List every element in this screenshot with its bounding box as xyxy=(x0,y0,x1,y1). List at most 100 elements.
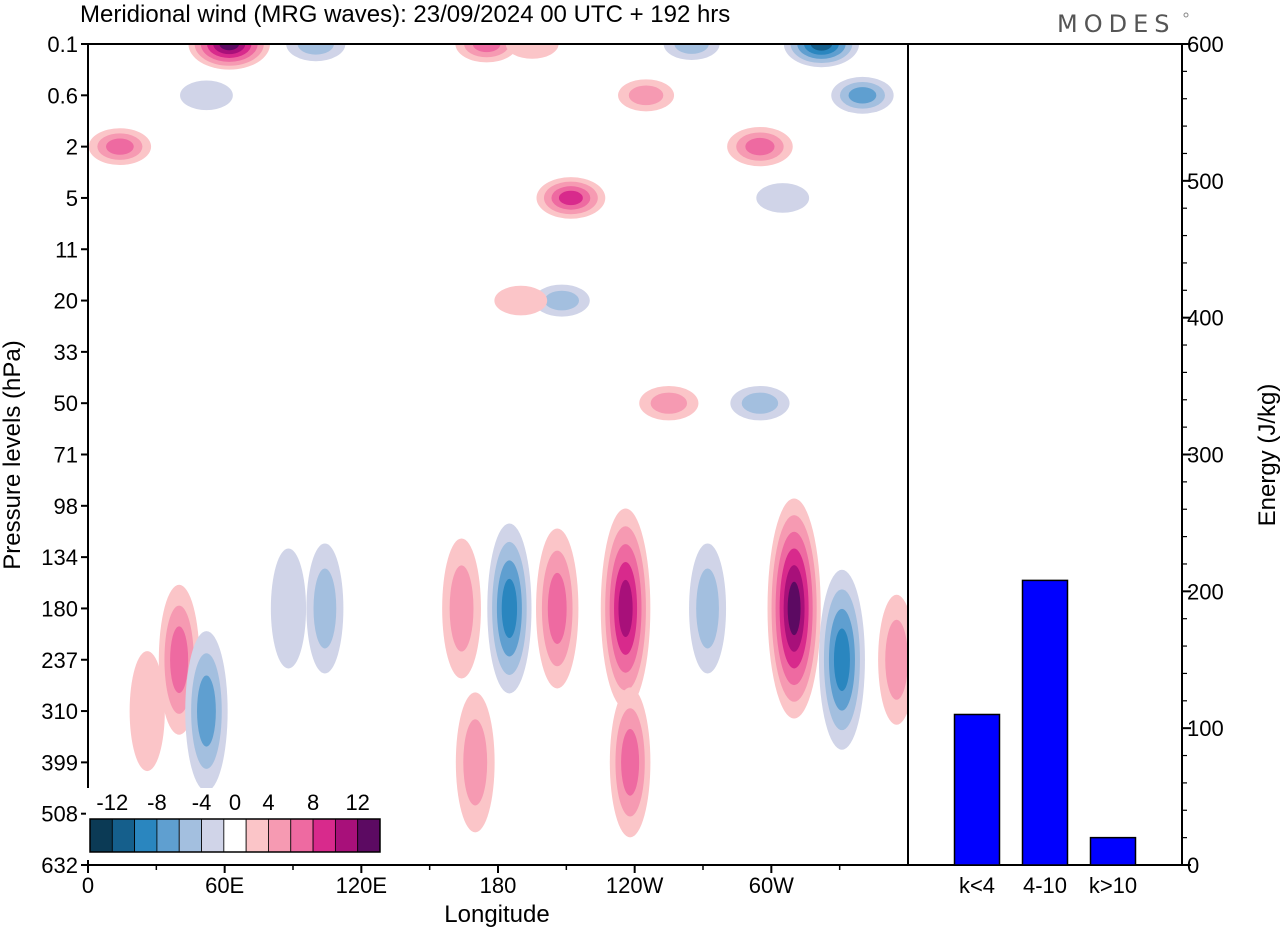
pressure-tick-label: 632 xyxy=(41,853,78,878)
colorbar-label: 4 xyxy=(262,790,274,815)
wind-anomaly-cell xyxy=(727,127,793,167)
longitude-tick-label: 60W xyxy=(749,873,794,898)
pressure-tick-label: 71 xyxy=(54,443,78,468)
contour-band xyxy=(628,85,664,106)
colorbar-legend: -12 -8 -4 0 4 8 12 xyxy=(86,788,384,860)
wind-anomaly-cell xyxy=(487,523,532,694)
colorbar-label: 12 xyxy=(345,790,369,815)
contour-band xyxy=(558,190,583,206)
contour-band xyxy=(696,568,719,649)
wind-contour-field xyxy=(88,44,908,838)
pressure-tick-label: 508 xyxy=(41,802,78,827)
colorbar-swatch xyxy=(312,818,336,853)
energy-bar xyxy=(1021,579,1069,866)
contour-band xyxy=(313,568,337,649)
energy-axis: 0 100 200 300 400 500 600 xyxy=(1182,32,1224,878)
contour-band xyxy=(745,137,775,156)
contour-band xyxy=(650,392,688,414)
energy-axis-label: Energy (J/kg) xyxy=(1254,384,1280,527)
pressure-tick-label: 0.1 xyxy=(47,32,78,57)
colorbar-label: -8 xyxy=(147,790,167,815)
colorbar-swatch xyxy=(134,818,158,853)
colorbar-swatch xyxy=(245,818,269,853)
colorbar-label: -12 xyxy=(96,790,128,815)
colorbar-swatch xyxy=(178,818,202,853)
wind-anomaly-cell xyxy=(639,385,699,421)
wind-anomaly-cell xyxy=(783,44,860,68)
contour-band xyxy=(547,572,567,644)
pressure-tick-label: 2 xyxy=(66,135,78,160)
energy-tick-label: 300 xyxy=(1187,443,1224,468)
longitude-axis-label: Longitude xyxy=(444,901,549,928)
colorbar-swatch xyxy=(156,818,180,853)
energy-bar xyxy=(1089,836,1137,866)
wavenumber-axis: k<4 4-10 k>10 xyxy=(959,873,1137,898)
contour-band xyxy=(621,729,640,796)
wavenumber-label: k>10 xyxy=(1089,873,1137,898)
contour-band xyxy=(463,719,488,806)
longitude-axis: 0 60E 120E 180 120W 60W xyxy=(82,865,841,898)
pressure-tick-label: 399 xyxy=(41,750,78,775)
contour-band xyxy=(494,285,548,316)
pressure-tick-label: 310 xyxy=(41,699,78,724)
colorbar-swatch xyxy=(201,818,225,853)
wind-anomaly-cell xyxy=(618,79,675,112)
pressure-tick-label: 134 xyxy=(41,545,78,570)
pressure-tick-label: 5 xyxy=(66,186,78,211)
contour-band xyxy=(449,565,474,652)
energy-tick-label: 0 xyxy=(1187,853,1199,878)
contour-band xyxy=(129,651,165,772)
energy-bar xyxy=(953,713,1001,866)
wind-anomaly-cell xyxy=(878,594,908,725)
contour-band xyxy=(618,579,633,638)
brand-logo-mark xyxy=(1183,12,1189,18)
energy-tick-label: 500 xyxy=(1187,169,1224,194)
wind-anomaly-cell xyxy=(455,44,518,63)
colorbar-swatch xyxy=(290,818,314,853)
wind-anomaly-cell xyxy=(730,385,790,421)
wind-anomaly-cell xyxy=(505,44,559,59)
contour-band xyxy=(270,548,307,669)
wind-anomaly-cell xyxy=(455,692,495,833)
wind-anomaly-cell xyxy=(689,543,727,674)
contour-band xyxy=(833,628,850,692)
pressure-tick-label: 98 xyxy=(54,494,78,519)
wind-anomaly-cell xyxy=(600,508,651,709)
wind-anomaly-cell xyxy=(88,128,152,166)
wind-anomaly-cell xyxy=(129,651,165,772)
wind-anomaly-cell xyxy=(663,44,720,60)
contour-band xyxy=(787,581,801,636)
longitude-tick-label: 120E xyxy=(336,873,387,898)
colorbar-swatch xyxy=(223,818,247,853)
energy-tick-label: 400 xyxy=(1187,306,1224,331)
wavenumber-label: 4-10 xyxy=(1023,873,1067,898)
energy-bar-panel: 0 100 200 300 400 500 600 k<4 4-10 k>10 Energy (… xyxy=(907,32,1280,898)
longitude-tick-label: 120W xyxy=(606,873,664,898)
contour-band xyxy=(501,578,518,639)
colorbar-swatch xyxy=(111,818,136,853)
energy-tick-label: 200 xyxy=(1187,579,1224,604)
contour-band xyxy=(505,44,559,59)
pressure-tick-label: 50 xyxy=(54,391,78,416)
colorbar-label: -4 xyxy=(192,790,212,815)
energy-tick-label: 100 xyxy=(1187,716,1224,741)
pressure-axis-label: Pressure levels (hPa) xyxy=(0,340,26,569)
colorbar-label: 8 xyxy=(307,790,319,815)
wind-anomaly-cell xyxy=(185,631,228,792)
contour-band xyxy=(106,138,134,155)
pressure-tick-label: 33 xyxy=(54,340,78,365)
contour-band xyxy=(544,290,580,311)
wind-anomaly-cell xyxy=(442,538,481,679)
contour-band xyxy=(810,44,833,51)
colorbar-label: 0 xyxy=(229,790,241,815)
longitude-tick-label: 60E xyxy=(205,873,244,898)
wind-anomaly-cell xyxy=(818,569,865,750)
chart-title: Meridional wind (MRG waves): 23/09/2024 … xyxy=(80,1,730,28)
wind-anomaly-cell xyxy=(756,183,810,213)
contour-band xyxy=(885,619,908,700)
pressure-tick-label: 0.6 xyxy=(47,83,78,108)
wind-anomaly-cell xyxy=(188,44,271,70)
wind-anomaly-cell xyxy=(609,687,651,838)
wavenumber-label: k<4 xyxy=(959,873,995,898)
